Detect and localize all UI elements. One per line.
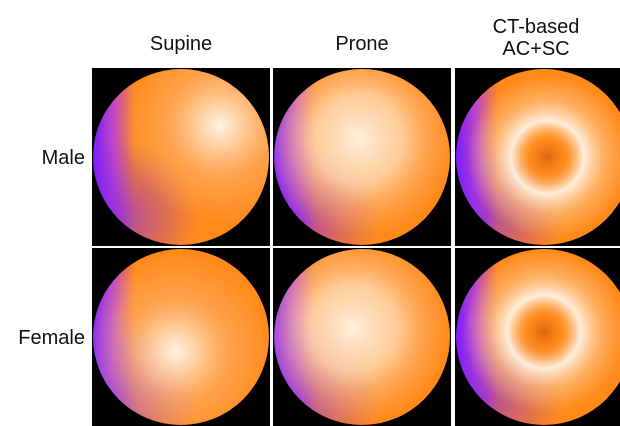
disc-uptake <box>93 69 269 245</box>
panel-female-prone <box>273 248 451 426</box>
disc-uptake <box>456 249 620 425</box>
polar-map-female-supine <box>93 249 269 425</box>
panel-female-supine <box>92 248 270 426</box>
column-label-line-1: CT-based <box>492 16 580 38</box>
row-label-female: Female <box>18 327 85 349</box>
panel-female-ctac <box>455 248 620 426</box>
panel-male-supine <box>92 68 270 246</box>
column-label-ct-based-ac-sc: CT-based AC+SC <box>452 16 620 60</box>
disc-uptake <box>274 249 450 425</box>
disc-uptake <box>274 69 450 245</box>
column-label-prone: Prone <box>335 33 389 55</box>
column-label-line-2: AC+SC <box>502 38 570 60</box>
disc-uptake <box>93 249 269 425</box>
column-label-supine: Supine <box>149 33 213 55</box>
polar-map-female-prone <box>274 249 450 425</box>
row-label-male: Male <box>41 147 85 169</box>
panel-male-ctac <box>455 68 620 246</box>
panel-male-prone <box>273 68 451 246</box>
disc-uptake <box>456 69 620 245</box>
polar-map-female-ctac <box>456 249 620 425</box>
polar-map-male-supine <box>93 69 269 245</box>
polar-map-male-ctac <box>456 69 620 245</box>
polar-map-male-prone <box>274 69 450 245</box>
